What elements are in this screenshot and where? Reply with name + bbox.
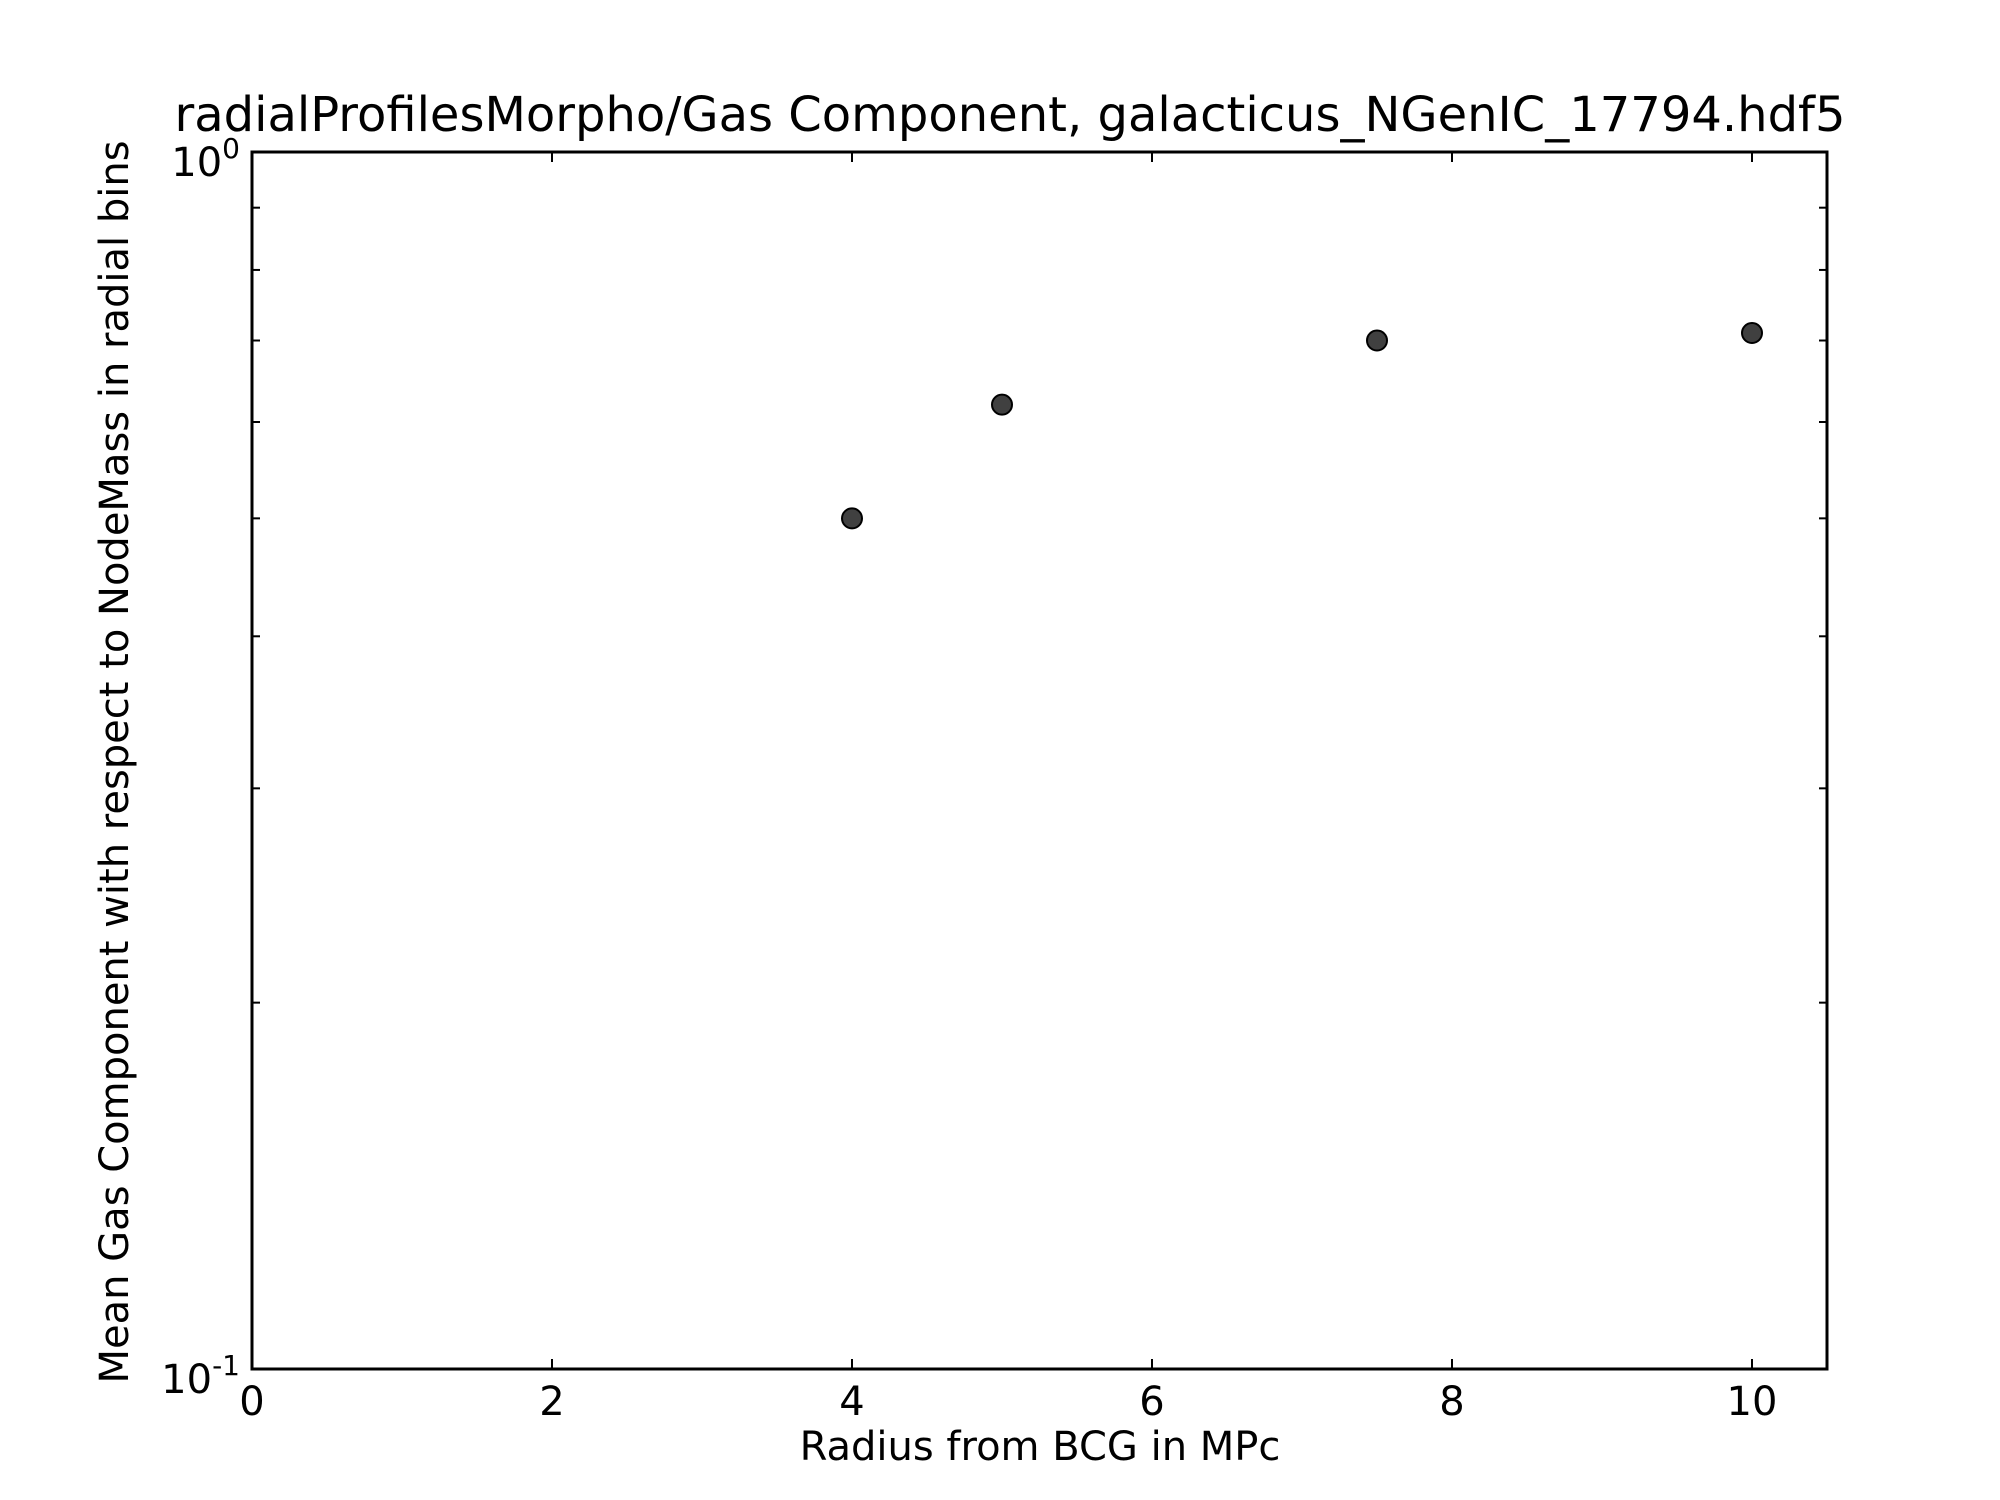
data-point bbox=[841, 507, 863, 530]
y-tick-label: 100 bbox=[171, 132, 240, 186]
data-point bbox=[1741, 322, 1763, 345]
x-tick-label: 8 bbox=[1439, 1379, 1464, 1425]
x-tick-label: 2 bbox=[539, 1379, 564, 1425]
data-point bbox=[1366, 329, 1388, 352]
x-axis-label: Radius from BCG in MPc bbox=[800, 1424, 1281, 1470]
data-points bbox=[841, 322, 1763, 530]
plot-frame bbox=[250, 150, 1829, 1371]
x-tick-label: 6 bbox=[1139, 1379, 1164, 1425]
y-tick-label: 10-1 bbox=[161, 1349, 240, 1403]
data-point bbox=[991, 393, 1013, 416]
x-tick-label: 10 bbox=[1727, 1379, 1778, 1425]
tick-labels: 0 2 4 6 8 10 100 10-1 bbox=[161, 132, 1777, 1425]
y-axis-label: Mean Gas Component with respect to NodeM… bbox=[92, 140, 138, 1383]
x-tick-label: 4 bbox=[839, 1379, 864, 1425]
x-tick-label: 0 bbox=[239, 1379, 264, 1425]
chart-title: radialProfilesMorpho/Gas Component, gala… bbox=[175, 87, 1846, 143]
